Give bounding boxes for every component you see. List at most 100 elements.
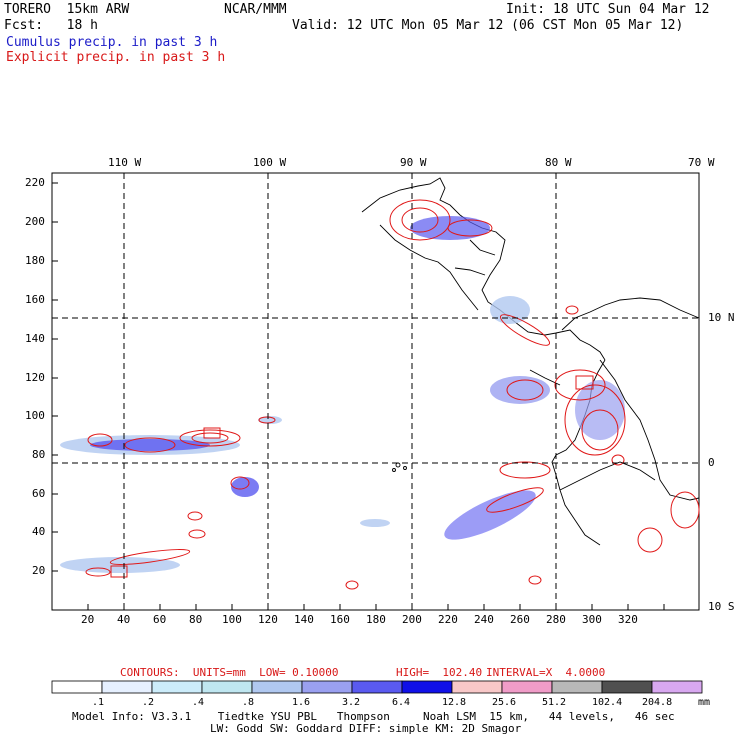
y-tick: 20 bbox=[32, 564, 46, 577]
colorbar-swatch bbox=[651, 680, 703, 694]
colorbar-swatch bbox=[401, 680, 453, 694]
forecast-hour: Fcst: 18 h bbox=[4, 18, 98, 33]
cumulus-ca-1 bbox=[410, 216, 490, 240]
explicit-precip bbox=[85, 199, 700, 590]
explicit-c15 bbox=[506, 379, 544, 401]
explicit-c5 bbox=[109, 549, 191, 565]
cumulus-sa-2 bbox=[444, 490, 536, 540]
lon-label-90w: 90 W bbox=[400, 156, 427, 169]
explicit-c19 bbox=[486, 487, 544, 513]
colorbar-swatch bbox=[501, 680, 553, 694]
x-tick: 100 bbox=[222, 613, 242, 626]
explicit-c2 bbox=[124, 437, 176, 453]
explicit-c25 bbox=[528, 575, 542, 585]
coastlines bbox=[361, 177, 700, 546]
explicit-c22 bbox=[670, 491, 700, 529]
lat-label-10s: 10 S bbox=[708, 600, 735, 613]
max-box-3 bbox=[575, 375, 594, 390]
galapagos-1 bbox=[395, 462, 401, 468]
explicit-c9 bbox=[230, 476, 250, 490]
colorbar-swatch bbox=[351, 680, 403, 694]
explicit-c23 bbox=[637, 527, 663, 553]
colorbar-tick-label: 1.6 bbox=[292, 697, 311, 708]
physics-info: LW: Godd SW: Goddard DIFF: simple KM: 2D… bbox=[210, 722, 522, 735]
lat-label-10n: 10 N bbox=[708, 311, 735, 324]
max-box-1 bbox=[203, 427, 221, 439]
valid-time: Valid: 12 UTC Mon 05 Mar 12 (06 CST Mon … bbox=[292, 18, 684, 33]
explicit-c8 bbox=[187, 511, 203, 521]
explicit-c17 bbox=[564, 384, 626, 456]
explicit-c24 bbox=[345, 580, 359, 590]
colorbar-tick-label: .1 bbox=[92, 697, 105, 708]
cumulus-sa-1 bbox=[490, 376, 550, 404]
explicit-c26 bbox=[565, 305, 579, 315]
x-tick: 120 bbox=[258, 613, 278, 626]
galapagos-3 bbox=[392, 468, 396, 472]
colorbar-swatch bbox=[51, 680, 103, 694]
lon-label-70w: 70 W bbox=[688, 156, 715, 169]
x-tick: 200 bbox=[402, 613, 422, 626]
border-ecuador bbox=[559, 461, 656, 491]
coast-pacific-ca bbox=[379, 224, 479, 311]
border-1 bbox=[469, 239, 496, 256]
x-tick: 80 bbox=[189, 613, 203, 626]
x-tick: 60 bbox=[153, 613, 167, 626]
y-tick: 60 bbox=[32, 487, 46, 500]
colorbar-swatch bbox=[451, 680, 503, 694]
y-tick: 40 bbox=[32, 525, 46, 538]
colorbar-tick-label: 51.2 bbox=[542, 697, 567, 708]
cumulus-ca-2 bbox=[490, 296, 530, 324]
y-tick: 140 bbox=[25, 332, 45, 345]
y-tick: 100 bbox=[25, 409, 45, 422]
border-colombia bbox=[599, 359, 700, 501]
lon-label-110w: 110 W bbox=[108, 156, 142, 169]
lat-label-0: 0 bbox=[708, 456, 715, 469]
y-tick: 200 bbox=[25, 215, 45, 228]
contour-units: CONTOURS: UNITS=mm LOW= 0.10000 bbox=[120, 666, 339, 679]
explicit-c13 bbox=[447, 219, 493, 237]
explicit-c20 bbox=[499, 461, 551, 479]
x-tick: 280 bbox=[546, 613, 566, 626]
colorbar bbox=[51, 680, 703, 694]
x-tick: 40 bbox=[117, 613, 131, 626]
explicit-c18 bbox=[581, 409, 619, 451]
cumulus-legend: Cumulus precip. in past 3 h bbox=[6, 35, 218, 50]
explicit-c7 bbox=[188, 529, 206, 539]
colorbar-swatch bbox=[151, 680, 203, 694]
cumulus-band-2 bbox=[60, 557, 180, 573]
colorbar-tick-label: .4 bbox=[192, 697, 205, 708]
cumulus-blob-2 bbox=[258, 416, 282, 424]
contour-interval: INTERVAL=X 4.0000 bbox=[486, 666, 606, 679]
x-tick: 300 bbox=[582, 613, 602, 626]
colorbar-tick-label: 25.6 bbox=[492, 697, 517, 708]
x-tick: 20 bbox=[81, 613, 95, 626]
colorbar-swatch bbox=[201, 680, 253, 694]
y-tick: 120 bbox=[25, 371, 45, 384]
explicit-c10 bbox=[258, 416, 276, 424]
coast-caribbean-sa bbox=[561, 297, 700, 331]
galapagos-2 bbox=[403, 466, 407, 470]
explicit-c4 bbox=[191, 432, 229, 444]
max-box-2 bbox=[110, 565, 128, 578]
explicit-c21 bbox=[611, 454, 625, 466]
colorbar-tick-label: .2 bbox=[142, 697, 155, 708]
colorbar-swatch bbox=[601, 680, 653, 694]
explicit-c1 bbox=[87, 433, 113, 447]
colorbar-tick-label: 12.8 bbox=[442, 697, 467, 708]
x-tick: 320 bbox=[618, 613, 638, 626]
x-tick: 140 bbox=[294, 613, 314, 626]
x-tick: 260 bbox=[510, 613, 530, 626]
colorbar-tick-label: .8 bbox=[242, 697, 255, 708]
explicit-c11 bbox=[389, 199, 451, 241]
axis-ticks bbox=[52, 182, 665, 610]
colorbar-unit: mm bbox=[698, 697, 711, 708]
lon-label-80w: 80 W bbox=[545, 156, 572, 169]
x-tick: 240 bbox=[474, 613, 494, 626]
org-label: NCAR/MMM bbox=[224, 2, 287, 17]
latlon-grid bbox=[52, 173, 699, 610]
x-tick: 220 bbox=[438, 613, 458, 626]
colorbar-tick-label: 102.4 bbox=[592, 697, 623, 708]
cumulus-band-1-core bbox=[90, 439, 210, 451]
init-time: Init: 18 UTC Sun 04 Mar 12 bbox=[506, 2, 710, 17]
